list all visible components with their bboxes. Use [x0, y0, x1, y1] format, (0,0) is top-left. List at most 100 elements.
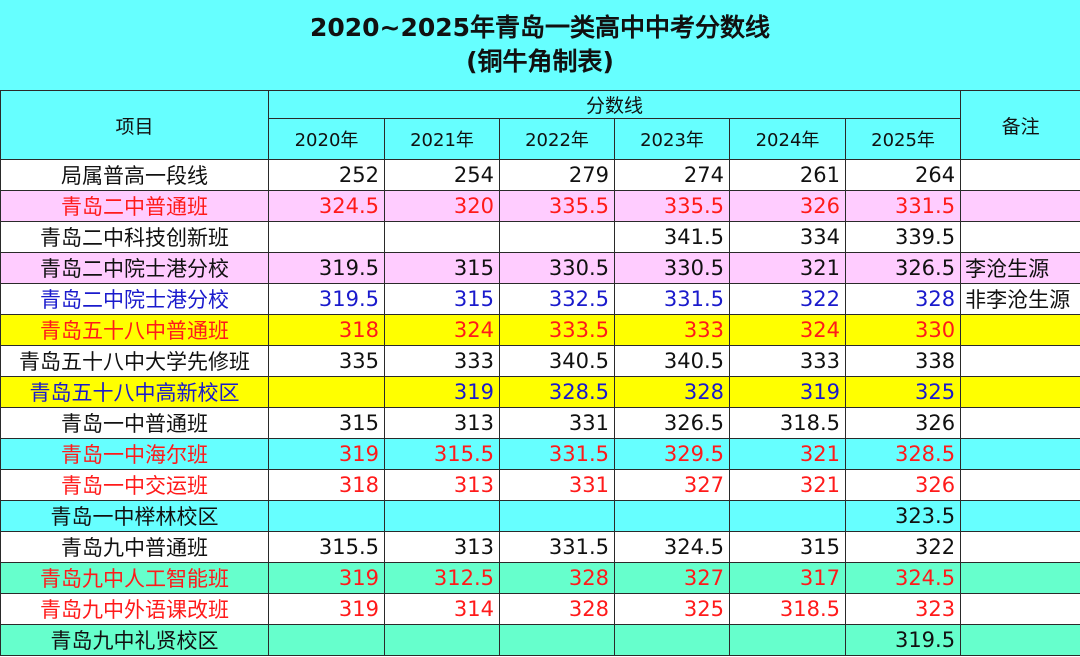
- score-cell-2024: 322: [729, 283, 846, 315]
- score-cell-2024: 321: [729, 469, 846, 501]
- score-cell-2023: 328: [614, 376, 730, 408]
- score-cell-2024: 319: [729, 376, 846, 408]
- score-cell-2022: 335.5: [499, 190, 615, 222]
- table-row: 青岛九中礼贤校区 319.5: [0, 624, 1080, 656]
- row-note: [960, 407, 1080, 439]
- score-cell-2022: 333.5: [499, 314, 615, 346]
- row-name: 青岛五十八中高新校区: [0, 376, 269, 408]
- row-note: [960, 221, 1080, 253]
- score-cell-2024: 261: [729, 159, 846, 191]
- score-cell-2023: 335.5: [614, 190, 730, 222]
- row-note: [960, 438, 1080, 470]
- table-row: 青岛五十八中普通班 318 324 333.5 333 324 330: [0, 314, 1080, 346]
- row-note: [960, 190, 1080, 222]
- score-cell-2020: 319.5: [268, 283, 385, 315]
- header-item: 项目: [0, 90, 269, 160]
- score-cell-2020: 318: [268, 469, 385, 501]
- score-cell-2025: 328: [844, 283, 962, 315]
- score-cell-2021: 324: [384, 314, 500, 346]
- score-cell-2023: 333: [614, 314, 730, 346]
- row-name: 青岛五十八中大学先修班: [0, 345, 269, 377]
- row-name: 青岛二中院士港分校: [0, 252, 269, 284]
- score-cell-2022: [499, 221, 615, 253]
- score-cell-2022: 331: [499, 469, 615, 501]
- row-note: [960, 562, 1080, 594]
- row-name: 青岛五十八中普通班: [0, 314, 269, 346]
- score-cell-2025: 326: [844, 469, 962, 501]
- header-year-2023: 2023年: [614, 118, 730, 160]
- score-cell-2025: 322: [844, 531, 962, 563]
- score-cell-2024: 324: [729, 314, 846, 346]
- row-note: 李沧生源: [960, 252, 1080, 284]
- score-cell-2020: 319: [268, 593, 385, 625]
- table-row: 青岛九中人工智能班 319 312.5 328 327 317 324.5: [0, 562, 1080, 594]
- score-cell-2021: [384, 624, 500, 656]
- row-note: [960, 531, 1080, 563]
- row-note: [960, 376, 1080, 408]
- table-row: 青岛一中交运班 318 313 331 327 321 326: [0, 469, 1080, 501]
- score-cell-2020: 319.5: [268, 252, 385, 284]
- row-name: 青岛一中普通班: [0, 407, 269, 439]
- score-cell-2024: 333: [729, 345, 846, 377]
- score-cell-2024: 334: [729, 221, 846, 253]
- score-cell-2021: 320: [384, 190, 500, 222]
- score-cell-2025: 323.5: [844, 500, 962, 532]
- row-name: 青岛一中海尔班: [0, 438, 269, 470]
- table-row: 青岛一中海尔班 319 315.5 331.5 329.5 321 328.5: [0, 438, 1080, 470]
- score-cell-2024: 318.5: [729, 407, 846, 439]
- score-cell-2021: 313: [384, 407, 500, 439]
- score-cell-2022: 328: [499, 562, 615, 594]
- score-cell-2020: [268, 221, 385, 253]
- score-cell-2021: 314: [384, 593, 500, 625]
- table-title: 2020~2025年青岛一类高中中考分数线: [309, 13, 771, 42]
- score-cell-2020: 318: [268, 314, 385, 346]
- score-cell-2025: 326: [844, 407, 962, 439]
- table-subtitle: (铜牛角制表): [466, 47, 614, 76]
- score-cell-2020: [268, 624, 385, 656]
- score-cell-2023: 330.5: [614, 252, 730, 284]
- score-cell-2023: 341.5: [614, 221, 730, 253]
- score-cell-2020: 319: [268, 562, 385, 594]
- score-cell-2025: 338: [844, 345, 962, 377]
- score-cell-2020: 252: [268, 159, 385, 191]
- score-cell-2020: 315.5: [268, 531, 385, 563]
- score-cell-2025: 328.5: [844, 438, 962, 470]
- score-cell-2022: 279: [499, 159, 615, 191]
- title-block: 2020~2025年青岛一类高中中考分数线 (铜牛角制表): [0, 0, 1080, 91]
- table-row: 青岛一中榉林校区 323.5: [0, 500, 1080, 532]
- header-year-2025: 2025年: [844, 118, 962, 160]
- score-cell-2024: 315: [729, 531, 846, 563]
- row-note: 非李沧生源: [960, 283, 1080, 315]
- header-score-group: 分数线: [267, 90, 962, 119]
- table-row: 青岛二中院士港分校 319.5 315 330.5 330.5 321 326.5 李沧生源: [0, 252, 1080, 284]
- score-cell-2021: 313: [384, 531, 500, 563]
- score-cell-2025: 319.5: [844, 624, 962, 656]
- table-row: 青岛五十八中大学先修班 335 333 340.5 340.5 333 338: [0, 345, 1080, 377]
- row-name: 青岛九中外语课改班: [0, 593, 269, 625]
- score-cell-2025: 339.5: [844, 221, 962, 253]
- score-cell-2021: 315: [384, 283, 500, 315]
- score-cell-2022: 328: [499, 593, 615, 625]
- row-name: 局属普高一段线: [0, 159, 269, 191]
- score-cell-2024: 326: [729, 190, 846, 222]
- score-cell-2025: 326.5: [844, 252, 962, 284]
- score-cell-2020: [268, 376, 385, 408]
- score-cell-2021: [384, 221, 500, 253]
- score-cell-2023: 326.5: [614, 407, 730, 439]
- table-row: 青岛九中普通班 315.5 313 331.5 324.5 315 322: [0, 531, 1080, 563]
- score-cell-2021: 333: [384, 345, 500, 377]
- header-year-2021: 2021年: [384, 118, 500, 160]
- score-cell-2024: 318.5: [729, 593, 846, 625]
- row-name: 青岛九中礼贤校区: [0, 624, 269, 656]
- score-cell-2025: 330: [844, 314, 962, 346]
- row-name: 青岛二中科技创新班: [0, 221, 269, 253]
- score-cell-2022: 340.5: [499, 345, 615, 377]
- score-cell-2020: 319: [268, 438, 385, 470]
- score-cell-2022: 331.5: [499, 531, 615, 563]
- row-note: [960, 500, 1080, 532]
- score-cell-2024: 321: [729, 438, 846, 470]
- score-cell-2020: [268, 500, 385, 532]
- row-name: 青岛一中榉林校区: [0, 500, 269, 532]
- score-cell-2021: 254: [384, 159, 500, 191]
- score-cell-2022: 332.5: [499, 283, 615, 315]
